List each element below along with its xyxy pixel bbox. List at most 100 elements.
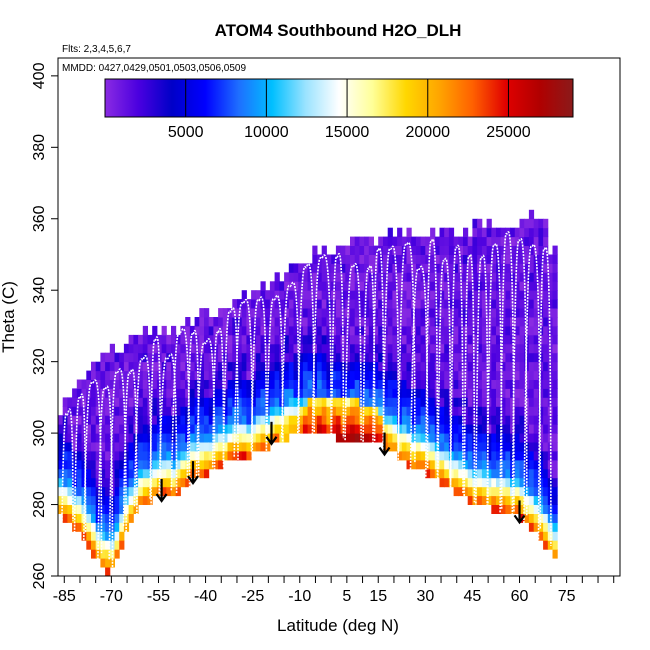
heatmap-cell xyxy=(397,299,403,309)
heatmap-cell xyxy=(406,263,412,273)
heatmap-cell xyxy=(491,433,497,443)
heatmap-cell xyxy=(543,477,549,488)
heatmap-cell xyxy=(444,361,450,372)
heatmap-cell xyxy=(359,263,365,273)
heatmap-cell xyxy=(156,415,163,425)
heatmap-cell xyxy=(128,459,134,470)
heatmap-cell xyxy=(123,406,130,416)
heatmap-cell xyxy=(350,299,356,309)
heatmap-cell xyxy=(500,334,506,345)
heatmap-cell xyxy=(411,379,417,389)
heatmap-cell xyxy=(434,254,440,264)
heatmap-cell xyxy=(331,263,337,273)
heatmap-cell xyxy=(491,424,497,434)
heatmap-cell xyxy=(251,442,257,452)
heatmap-cell xyxy=(105,558,111,568)
down-arrow-marker xyxy=(513,500,526,525)
heatmap-cell xyxy=(500,388,506,398)
heatmap-cell xyxy=(218,424,224,434)
heatmap-cell xyxy=(95,451,101,461)
heatmap-cell xyxy=(123,379,130,389)
heatmap-cell xyxy=(274,370,280,380)
heatmap-cell xyxy=(552,522,558,532)
heatmap-cell xyxy=(91,379,97,389)
heatmap-cell xyxy=(156,433,163,443)
heatmap-cell xyxy=(364,361,370,372)
heatmap-cell xyxy=(114,540,120,550)
heatmap-cell xyxy=(58,424,64,434)
heatmap-cell xyxy=(453,370,459,380)
heatmap-cell xyxy=(321,272,327,282)
heatmap-cell xyxy=(430,325,436,336)
heatmap-cell xyxy=(519,272,525,282)
heatmap-cell xyxy=(340,361,346,372)
heatmap-cell xyxy=(397,415,403,425)
heatmap-cell xyxy=(467,486,473,497)
heatmap-cell xyxy=(552,317,558,327)
arrow-head xyxy=(265,436,278,446)
heatmap-cell xyxy=(533,325,539,336)
heatmap-cell xyxy=(95,459,101,470)
heatmap-cell xyxy=(354,361,360,372)
heatmap-cell xyxy=(260,415,266,425)
heatmap-cell xyxy=(331,415,337,425)
heatmap-cell xyxy=(180,379,186,389)
heatmap-cell xyxy=(533,433,539,443)
heatmap-cell xyxy=(434,245,440,255)
heatmap-cell xyxy=(444,397,450,407)
heatmap-cell xyxy=(76,406,82,416)
heatmap-cell xyxy=(232,308,238,318)
heatmap-cell xyxy=(538,451,544,461)
heatmap-cell xyxy=(189,379,196,389)
heatmap-cell xyxy=(378,370,384,380)
heatmap-cell xyxy=(547,334,553,345)
heatmap-cell xyxy=(368,272,374,282)
x-tick-label: -10 xyxy=(288,588,311,605)
heatmap-cell xyxy=(458,459,464,470)
heatmap-cell xyxy=(222,415,228,425)
heatmap-cell xyxy=(326,343,332,354)
heatmap-cell xyxy=(326,290,332,300)
heatmap-cell xyxy=(514,379,520,389)
heatmap-cell xyxy=(359,245,365,255)
heatmap-cell xyxy=(274,388,280,398)
heatmap-cell xyxy=(453,263,459,273)
heatmap-cell xyxy=(91,442,97,452)
heatmap-cell xyxy=(496,442,502,452)
heatmap-cell xyxy=(397,254,403,264)
heatmap-cell xyxy=(401,442,407,452)
heatmap-cell xyxy=(444,352,450,363)
flight-profile-line xyxy=(330,252,345,439)
down-arrow-marker xyxy=(265,421,278,446)
heatmap-cell xyxy=(321,308,327,318)
heatmap-cell xyxy=(274,317,280,327)
heatmap-cell xyxy=(496,504,502,514)
heatmap-cell xyxy=(415,397,422,407)
heatmap-cell xyxy=(354,254,360,264)
colorbar-tick-label: 5000 xyxy=(168,124,204,141)
heatmap-cell xyxy=(514,424,520,434)
heatmap-cell xyxy=(481,343,488,354)
heatmap-cell xyxy=(105,459,111,470)
heatmap-cell xyxy=(477,388,483,398)
heatmap-cell xyxy=(152,343,158,354)
heatmap-cell xyxy=(72,522,78,532)
heatmap-cell xyxy=(477,495,483,505)
heatmap-cell xyxy=(477,281,483,291)
heatmap-cell xyxy=(552,459,558,470)
heatmap-cell xyxy=(538,236,544,246)
heatmap-cell xyxy=(255,299,261,309)
heatmap-cell xyxy=(514,406,520,416)
heatmap-cell xyxy=(171,477,177,488)
heatmap-cell xyxy=(335,424,342,434)
heatmap-cell xyxy=(543,218,549,229)
heatmap-cell xyxy=(326,415,332,425)
heatmap-cell xyxy=(237,299,243,309)
heatmap-cell xyxy=(533,424,539,434)
heatmap-cell xyxy=(481,459,488,470)
heatmap-cell xyxy=(378,415,384,425)
heatmap-cell xyxy=(481,227,488,238)
heatmap-cell xyxy=(477,451,483,461)
heatmap-cell xyxy=(477,218,483,229)
heatmap-cell xyxy=(543,290,549,300)
